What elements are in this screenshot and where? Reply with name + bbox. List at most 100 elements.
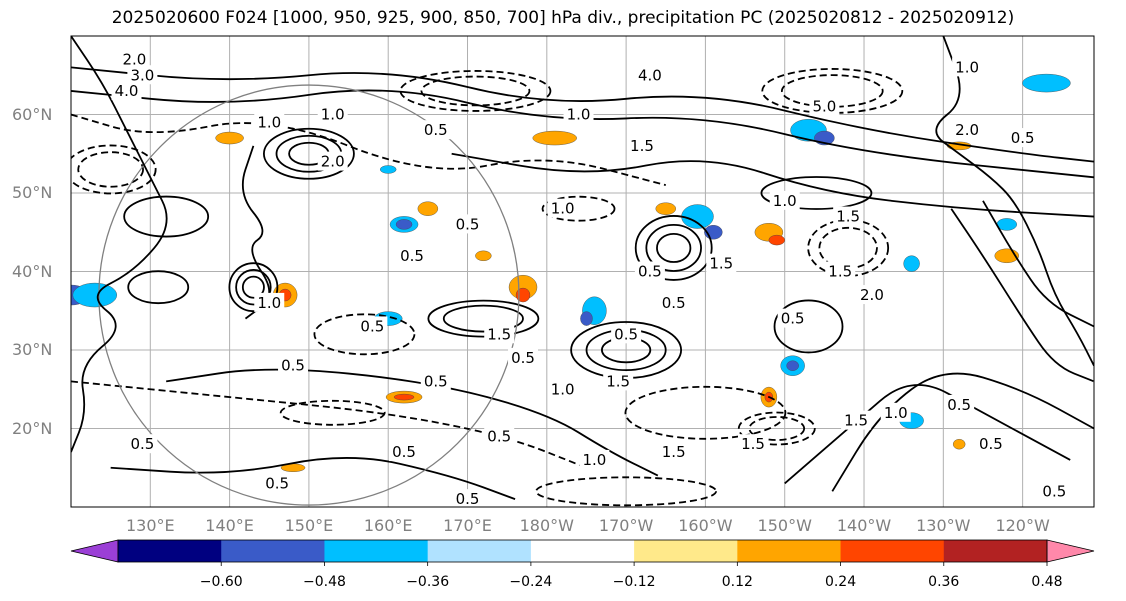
contour-label: 1.0 — [257, 113, 281, 131]
contour-label: 1.0 — [884, 404, 908, 422]
contour-label: 0.5 — [511, 349, 535, 367]
contour-label: 0.5 — [400, 247, 424, 265]
contour-label-bg — [809, 96, 840, 116]
convergence-contour — [451, 152, 1094, 218]
map-frame — [70, 35, 1095, 508]
contour-label: 0.5 — [392, 443, 416, 461]
contour-label: 0.5 — [265, 474, 289, 492]
colorbar-min-extension — [70, 539, 119, 563]
colorbar-tick-label: 0.36 — [928, 574, 960, 590]
contour-label: 1.0 — [321, 106, 345, 124]
contour-label-bg — [841, 410, 872, 430]
convergence-contour — [166, 368, 659, 477]
contour-label-bg — [254, 292, 285, 312]
convergence-contour — [228, 262, 279, 313]
contour-label: 0.5 — [614, 325, 638, 343]
contour-label: 0.5 — [360, 317, 384, 335]
contour-label: 0.5 — [281, 357, 305, 375]
latitude-tick-label: 60°N — [12, 104, 53, 124]
longitude-tick-label: 150°W — [757, 516, 812, 535]
contour-label: 1.5 — [606, 372, 630, 390]
contour-label-bg — [579, 449, 610, 469]
contour-label-bg — [634, 261, 665, 281]
map-content: 2.03.04.01.0 1.02.00.51.01.54.05.01.02.0 0… — [71, 36, 1094, 507]
contour-label: 0.5 — [456, 215, 480, 233]
contour-label: 0.5 — [947, 396, 971, 414]
convergence-contour — [773, 299, 844, 354]
precip-shading — [655, 202, 676, 215]
precip-shading — [395, 219, 413, 230]
contour-label: 1.5 — [844, 412, 868, 430]
convergence-contour — [634, 215, 713, 281]
colorbar-segment — [530, 540, 635, 562]
contour-label-bg — [452, 489, 483, 507]
contour-label: 1.0 — [582, 451, 606, 469]
precip-shading — [580, 311, 593, 326]
contour-label-bg — [952, 57, 983, 77]
latitude-tick-label: 40°N — [12, 261, 53, 281]
contour-label: 1.5 — [630, 137, 654, 155]
latitude-tick-label: 20°N — [12, 418, 53, 438]
colorbar-tick-label: −0.60 — [199, 574, 243, 590]
colorbar-segment — [427, 540, 532, 562]
divergence-contour — [541, 195, 616, 222]
contour-label: 1.0 — [955, 58, 979, 76]
divergence-contour — [737, 411, 816, 446]
convergence-contour — [110, 457, 516, 500]
colorbar-segment — [737, 540, 842, 562]
contour-label-bg — [706, 253, 737, 273]
contour-label: 1.5 — [709, 255, 733, 273]
precip-shading — [952, 439, 966, 450]
colorbar-frame — [117, 539, 1048, 563]
contour-label: 2.0 — [123, 51, 147, 69]
colorbar-tick-label: −0.48 — [302, 574, 346, 590]
colorbar-segment — [840, 540, 945, 562]
contour-label-bg — [658, 292, 689, 312]
contour-label: 1.0 — [257, 294, 281, 312]
contour-label-bg — [825, 261, 856, 281]
contour-label: 1.0 — [567, 106, 591, 124]
divergence-contour — [807, 219, 890, 277]
contour-label: 0.5 — [487, 427, 511, 445]
convergence-contour — [123, 195, 210, 238]
precip-shading — [786, 360, 799, 371]
contour-label-bg — [547, 198, 578, 218]
contour-label-bg — [317, 104, 348, 124]
colorbar-segment — [943, 540, 1048, 562]
contour-label: 1.0 — [773, 192, 797, 210]
contour-label-bg — [278, 355, 309, 375]
contour-label-bg — [777, 308, 808, 328]
divergence-contour — [279, 399, 386, 426]
longitude-tick-label: 150°E — [284, 516, 334, 535]
contour-label: 1.5 — [828, 263, 852, 281]
contour-label-bg — [127, 434, 158, 454]
contour-label: 0.5 — [1011, 129, 1035, 147]
contour-label-bg — [658, 442, 689, 462]
contour-label-bg — [626, 135, 657, 155]
longitude-tick-label: 160°E — [363, 516, 413, 535]
contour-label: 4.0 — [115, 82, 139, 100]
convergence-contour — [241, 275, 265, 299]
longitude-tick-label: 170°W — [598, 516, 654, 535]
contour-label-bg — [547, 379, 578, 399]
contour-label-bg — [119, 49, 150, 69]
contour-label: 3.0 — [130, 66, 154, 84]
contour-label-bg — [611, 324, 642, 344]
contour-label-bg — [1007, 128, 1038, 148]
contour-label: 0.5 — [424, 372, 448, 390]
contour-label-bg — [508, 347, 539, 367]
contour-label-bg — [833, 206, 864, 226]
precip-shading — [903, 255, 920, 272]
contour-label: 2.0 — [860, 286, 884, 304]
colorbar-segment — [118, 540, 222, 562]
longitude-tick-label: 130°E — [125, 516, 175, 535]
colorbar-tick-label: −0.24 — [509, 574, 553, 590]
contour-label-bg — [952, 120, 983, 140]
colorbar-segment — [221, 540, 325, 562]
convergence-contour — [263, 127, 355, 180]
contour-label-bg — [484, 426, 515, 446]
convergence-contour — [935, 36, 1094, 367]
divergence-contour — [71, 380, 587, 469]
